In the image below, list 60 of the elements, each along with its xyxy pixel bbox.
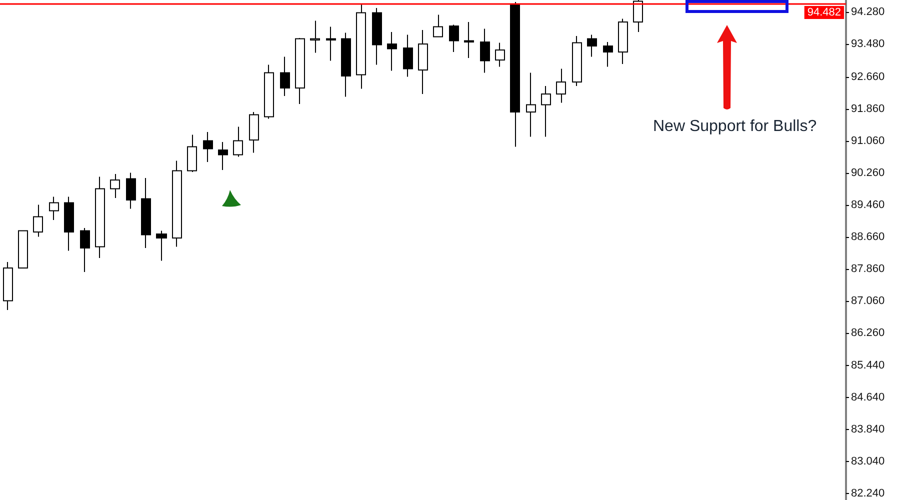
y-tick-label: 91.060 [851,134,885,147]
candlestick [587,34,597,58]
candlestick [156,230,167,262]
annotation: New Support for Bulls? [653,118,817,136]
candlestick [326,26,336,62]
candlestick [633,0,643,32]
candlestick [556,68,566,104]
y-tick-label: 92.660 [851,70,885,83]
y-tick-label: 87.860 [851,262,885,275]
candlestick [203,132,213,162]
candlestick [310,20,320,54]
candlestick [387,32,397,72]
y-tick-label: 82.240 [851,488,885,500]
candlestick [126,172,136,210]
y-tick-label: 83.840 [851,424,885,436]
candlestick [618,18,628,64]
y-tick-label: 93.480 [851,38,885,50]
candlestick [341,32,351,98]
candlestick [187,134,197,172]
ref-line-label: 94.482 [807,6,841,18]
candlestick [295,38,305,104]
candlestick [110,174,120,198]
candlestick [141,178,151,248]
y-tick-label: 88.660 [851,230,885,243]
candlestick [541,86,551,138]
y-tick-label: 91.860 [851,102,885,115]
y-tick-label: 86.260 [851,326,885,339]
candlestick [3,262,13,310]
candlestick [280,56,290,96]
candlestick [49,196,59,220]
candlestick [172,160,182,248]
candlestick [249,112,259,154]
candlestick [403,34,413,78]
candlestick [495,42,505,68]
candlestick [603,42,613,68]
candlestick [464,22,474,58]
candlestick [33,204,43,238]
candlestick [572,36,582,86]
candlestick [80,228,90,272]
candlestick [418,30,428,94]
candlestick [526,72,536,138]
candlestick [264,64,274,120]
candlestick [510,2,520,148]
y-tick-label: 85.440 [851,360,885,372]
candlestick [218,142,228,170]
candlestick [233,126,243,158]
candlestick [433,14,443,38]
candlestick [18,230,28,268]
candlestick [449,24,459,52]
candlestick [356,4,366,90]
y-tick-label: 84.640 [851,392,885,404]
candlestick [372,8,382,66]
y-tick-label: 87.060 [851,294,885,307]
y-tick-label: 89.460 [851,198,885,211]
y-tick-label: 83.040 [851,456,885,468]
candlestick [95,176,105,258]
candlestick [64,196,74,252]
candlestick [480,28,490,74]
y-tick-label: 94.280 [851,6,885,18]
y-tick-label: 90.260 [851,166,885,179]
